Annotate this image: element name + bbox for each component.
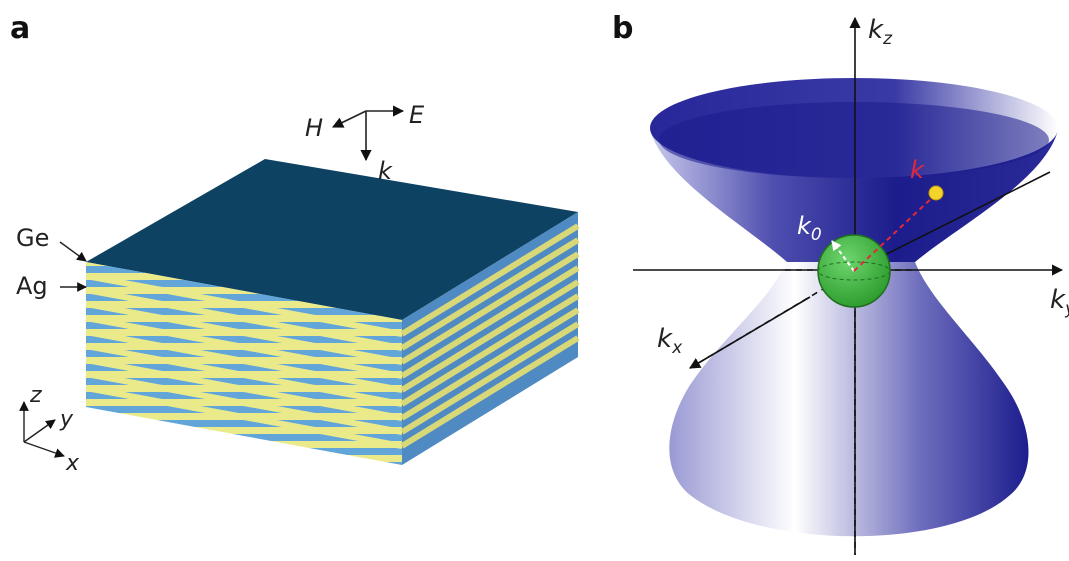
kx-label: kx <box>657 324 683 358</box>
k-vector-label: k <box>910 156 925 184</box>
ag-label: Ag <box>16 272 48 300</box>
panel-a-letter: a <box>10 11 30 46</box>
kx-axis-back <box>854 171 1051 271</box>
k-point <box>928 185 944 201</box>
x-axis <box>23 441 65 458</box>
panel-b: b kz ky kx k0 k <box>612 11 1069 555</box>
k-label: k <box>378 157 393 185</box>
k0-label: k0 <box>797 212 822 245</box>
slab-front-face <box>85 262 403 465</box>
hyperboloid-inner-shade <box>659 102 1049 178</box>
panel-b-letter: b <box>612 11 633 46</box>
field-triad <box>331 105 405 162</box>
ky-label: ky <box>1050 285 1069 319</box>
k-vector <box>853 194 936 272</box>
hyperboloid-upper-sheet <box>650 130 1058 262</box>
kz-label: kz <box>868 15 893 49</box>
h-label: H <box>305 114 323 142</box>
y-label: y <box>59 407 74 432</box>
x-label: x <box>65 451 80 476</box>
k0-vector <box>831 240 855 272</box>
slab-side-face <box>400 212 580 465</box>
e-label: E <box>409 101 425 129</box>
sphere-equator <box>817 261 891 281</box>
hyperboloid-lower-sheet <box>669 262 1029 537</box>
y-axis <box>23 419 56 443</box>
h-arrow <box>331 110 367 128</box>
ge-pointer <box>59 241 87 262</box>
kx-axis <box>689 296 811 369</box>
xyz-axes <box>19 401 65 458</box>
slab-top-face <box>86 159 578 320</box>
panel-a: a <box>10 11 580 476</box>
z-label: z <box>29 383 42 408</box>
ge-label: Ge <box>16 224 49 252</box>
